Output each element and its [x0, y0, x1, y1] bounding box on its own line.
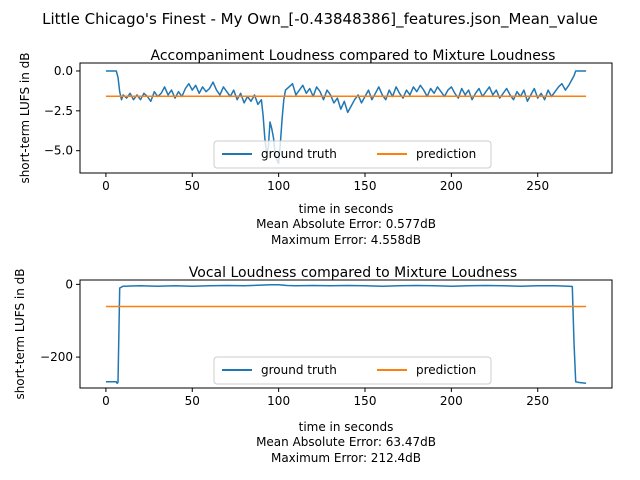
- accompaniment-subplot: Accompaniment Loudness compared to Mixtu…: [18, 48, 613, 247]
- series-lines: [105, 70, 587, 165]
- x-tick-label: 0: [102, 394, 110, 408]
- max-error-stat: Maximum Error: 4.558dB: [271, 233, 421, 247]
- x-tick-label: 0: [102, 179, 110, 193]
- x-tick-label: 200: [440, 394, 463, 408]
- subplot-title: Vocal Loudness compared to Mixture Loudn…: [189, 265, 517, 281]
- x-tick-label: 150: [354, 179, 377, 193]
- legend-label-ground-truth: ground truth: [261, 363, 337, 377]
- legend: ground truth prediction: [213, 140, 492, 169]
- x-tick-label: 150: [354, 394, 377, 408]
- y-axis-label: short-term LUFS in dB: [18, 52, 32, 183]
- x-axis-label: time in seconds: [299, 420, 394, 434]
- mae-stat: Mean Absolute Error: 63.47dB: [256, 435, 436, 449]
- mae-stat: Mean Absolute Error: 0.577dB: [256, 217, 436, 231]
- legend: ground truth prediction: [213, 356, 492, 385]
- legend-label-prediction: prediction: [416, 147, 476, 161]
- plot-frame: [79, 279, 613, 389]
- y-tick-label: −5.0: [44, 144, 73, 158]
- legend-box: [213, 140, 492, 169]
- y-tick-label: 0: [65, 277, 73, 291]
- axis-ticks: 0 50 100 150 200 250 0.0 −2.5 −5.0: [44, 64, 549, 193]
- y-tick-label: 0.0: [54, 64, 73, 78]
- y-tick-label: −2.5: [44, 104, 73, 118]
- x-tick-label: 100: [267, 179, 290, 193]
- legend-box: [213, 356, 492, 385]
- figure-suptitle: Little Chicago's Finest - My Own_[-0.438…: [42, 10, 598, 29]
- x-axis-label: time in seconds: [299, 202, 394, 216]
- x-tick-label: 50: [185, 179, 200, 193]
- axis-ticks: 0 50 100 150 200 250 0 −200: [40, 277, 549, 408]
- legend-label-prediction: prediction: [416, 363, 476, 377]
- legend-label-ground-truth: ground truth: [261, 147, 337, 161]
- x-tick-label: 200: [440, 179, 463, 193]
- max-error-stat: Maximum Error: 212.4dB: [271, 451, 421, 465]
- series-line-ground-truth: [105, 70, 587, 165]
- plot-frame: [79, 62, 613, 174]
- y-tick-label: −200: [40, 350, 73, 364]
- y-axis-label: short-term LUFS in dB: [13, 268, 27, 399]
- x-tick-label: 250: [526, 394, 549, 408]
- x-tick-label: 100: [267, 394, 290, 408]
- subplot-title: Accompaniment Loudness compared to Mixtu…: [151, 48, 556, 64]
- vocal-subplot: Vocal Loudness compared to Mixture Loudn…: [13, 265, 613, 465]
- series-line-ground-truth: [105, 283, 587, 385]
- x-tick-label: 50: [185, 394, 200, 408]
- series-lines: [105, 283, 587, 385]
- x-tick-label: 250: [526, 179, 549, 193]
